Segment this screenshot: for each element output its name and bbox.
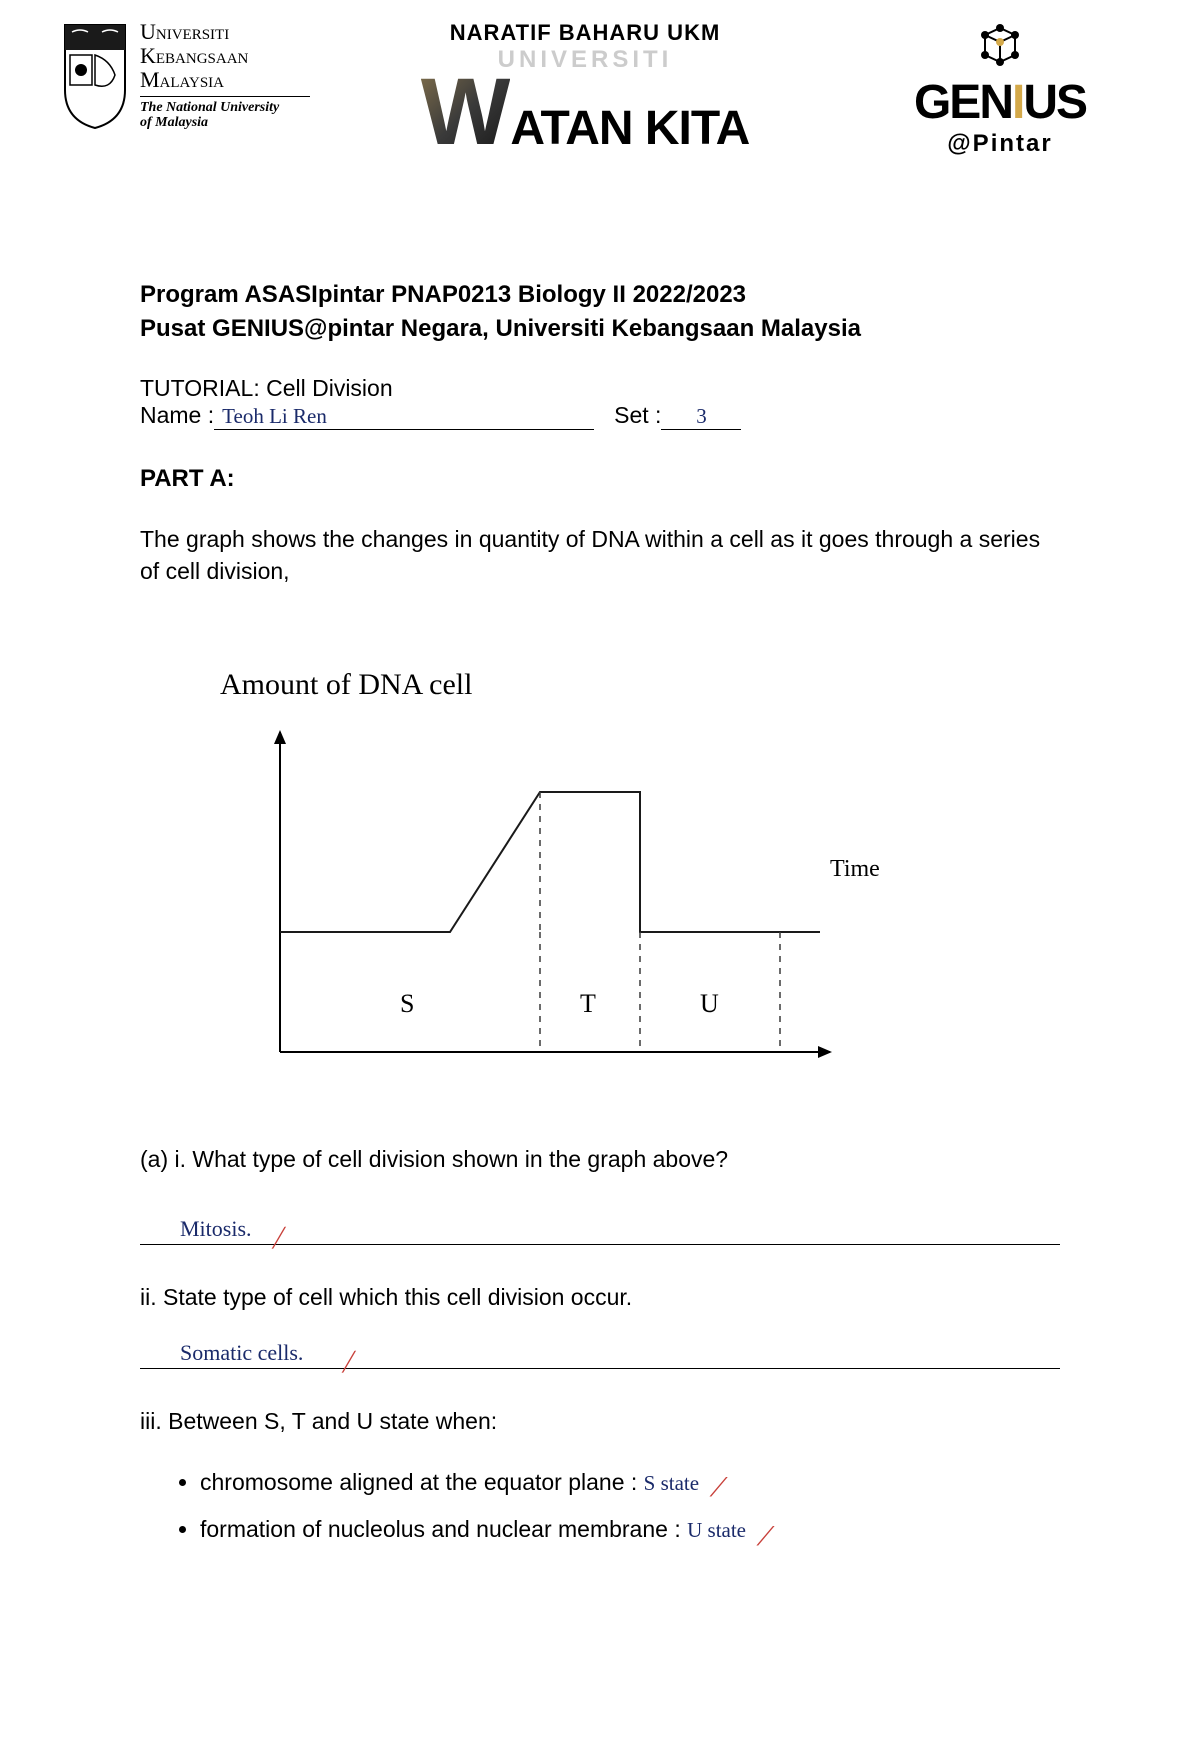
genius-sub: @Pintar — [860, 130, 1140, 158]
ukm-line2: Kebangsaan — [140, 44, 310, 68]
watan-rest: ATAN KITA — [510, 101, 749, 156]
answer-ai: Mitosis. ⟋ — [140, 1216, 1060, 1245]
watan-main: W ATAN KITA — [340, 74, 830, 156]
chart-xlabel: Time — [830, 856, 880, 883]
bullet-1-answer: S state — [644, 1471, 699, 1495]
dna-chart: S T U — [220, 712, 840, 1092]
chart-title: Amount of DNA cell — [220, 668, 1060, 702]
bullet-1-text: chromosome aligned at the equator plane … — [200, 1469, 637, 1495]
name-label: Name : — [140, 402, 214, 429]
intro-para: The graph shows the changes in quantity … — [140, 523, 1060, 587]
bullet-list: chromosome aligned at the equator plane … — [140, 1458, 1060, 1552]
set-value: 3 — [661, 404, 741, 430]
set-label: Set : — [614, 402, 661, 429]
svg-text:U: U — [700, 989, 719, 1018]
name-value: Teoh Li Ren — [214, 404, 594, 430]
ukm-logo-block: Universiti Kebangsaan Malaysia The Natio… — [60, 20, 310, 130]
genius-logo: GENIUS @Pintar — [860, 20, 1140, 158]
program-line1: Program ASASIpintar PNAP0213 Biology II … — [140, 278, 1060, 312]
ukm-divider — [140, 96, 310, 97]
tutorial-label: TUTORIAL: Cell Division — [140, 375, 1060, 402]
part-a-label: PART A: — [140, 465, 1060, 493]
watan-logo: NARATIF BAHARU UKM UNIVERSITI W ATAN KIT… — [340, 20, 830, 156]
name-row: Name : Teoh Li Ren Set : 3 — [140, 402, 1060, 430]
answer-ai-text: Mitosis. — [180, 1216, 252, 1241]
program-line2: Pusat GENIUS@pintar Negara, Universiti K… — [140, 312, 1060, 346]
question-ai: (a) i. What type of cell division shown … — [140, 1142, 1060, 1177]
tick-mark-icon: ⟋ — [756, 1521, 774, 1551]
bullet-2-text: formation of nucleolus and nuclear membr… — [200, 1516, 681, 1542]
genius-text: GENIUS — [860, 75, 1140, 130]
svg-text:T: T — [580, 989, 596, 1018]
bullet-2-answer: U state — [687, 1518, 746, 1542]
tick-mark-icon: ⟋ — [709, 1472, 727, 1502]
question-aii: ii. State type of cell which this cell d… — [140, 1280, 1060, 1315]
tick-mark-icon: ⟋ — [267, 1223, 290, 1257]
watan-top: NARATIF BAHARU UKM — [340, 20, 830, 46]
ukm-line3: Malaysia — [140, 68, 310, 92]
watan-mid: UNIVERSITI — [340, 46, 830, 74]
tick-mark-icon: ⟋ — [337, 1346, 360, 1380]
answer-aii: Somatic cells. ⟋ — [140, 1340, 1060, 1369]
watan-w-icon: W — [421, 74, 511, 150]
ukm-line4: The National University — [140, 100, 310, 115]
ukm-line5: of Malaysia — [140, 115, 310, 130]
question-aiii: iii. Between S, T and U state when: — [140, 1404, 1060, 1439]
svg-text:S: S — [400, 989, 414, 1018]
chart-wrap: Amount of DNA cell S T U — [220, 668, 1060, 1092]
ukm-line1: Universiti — [140, 20, 310, 44]
answer-aii-text: Somatic cells. — [180, 1340, 303, 1365]
content: Program ASASIpintar PNAP0213 Biology II … — [0, 158, 1200, 1552]
ukm-text: Universiti Kebangsaan Malaysia The Natio… — [140, 20, 310, 130]
ukm-crest-icon — [60, 20, 130, 130]
bullet-1: chromosome aligned at the equator plane … — [200, 1458, 1060, 1505]
bullet-2: formation of nucleolus and nuclear membr… — [200, 1505, 1060, 1552]
genius-cube-icon — [970, 20, 1030, 70]
header: Universiti Kebangsaan Malaysia The Natio… — [0, 0, 1200, 158]
